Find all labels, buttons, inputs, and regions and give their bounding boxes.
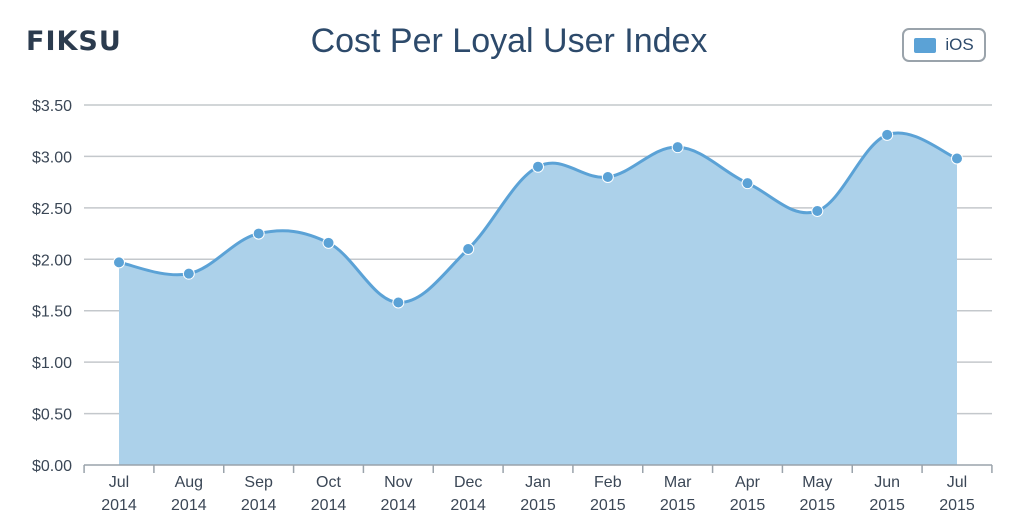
data-point[interactable]	[741, 177, 754, 190]
x-tick-label-year: 2015	[660, 497, 696, 514]
y-tick-label: $2.50	[32, 201, 72, 218]
x-tick-label-month: Feb	[594, 474, 622, 491]
x-tick-label-month: Nov	[384, 474, 412, 491]
x-tick-label-month: Apr	[735, 474, 761, 491]
data-point[interactable]	[113, 256, 125, 269]
x-tick-label-year: 2014	[101, 497, 137, 514]
x-tick-label-month: Dec	[454, 474, 482, 491]
data-point[interactable]	[462, 243, 475, 255]
legend-swatch-ios	[914, 37, 937, 53]
y-tick-label: $0.50	[32, 407, 72, 424]
x-tick-label-year: 2015	[730, 497, 766, 514]
y-tick-label: $2.00	[32, 252, 72, 269]
y-tick-label: $1.00	[32, 355, 72, 372]
x-tick-label-year: 2015	[800, 497, 836, 514]
data-point[interactable]	[951, 152, 963, 165]
data-point[interactable]	[881, 128, 894, 141]
data-point[interactable]	[671, 141, 684, 154]
x-tick-label-month: Jan	[525, 474, 551, 491]
data-point[interactable]	[601, 171, 614, 183]
data-point[interactable]	[182, 267, 195, 280]
x-tick-label-year: 2014	[381, 497, 417, 514]
x-tick-label-month: Jul	[109, 474, 129, 491]
data-point[interactable]	[322, 236, 335, 249]
x-tick-label-month: Mar	[664, 474, 692, 491]
x-tick-label-year: 2014	[450, 497, 486, 514]
x-tick-label-month: May	[802, 474, 832, 491]
x-tick-label-year: 2015	[939, 497, 975, 514]
legend-label-ios: iOS	[945, 35, 974, 54]
chart-title: Cost Per Loyal User Index	[310, 22, 708, 60]
data-point[interactable]	[252, 227, 265, 240]
x-tick-label-month: Jul	[947, 474, 967, 491]
series-area-ios	[119, 132, 957, 465]
x-tick-label-year: 2015	[520, 497, 556, 514]
data-point[interactable]	[532, 160, 544, 173]
x-tick-label-year: 2014	[241, 497, 277, 514]
data-point[interactable]	[392, 296, 405, 309]
legend[interactable]: iOS	[902, 28, 986, 62]
data-point[interactable]	[811, 204, 824, 217]
y-tick-label: $1.50	[32, 304, 72, 321]
x-tick-label-month: Oct	[316, 474, 341, 491]
fiksu-logo: FIKSU	[26, 26, 122, 57]
y-tick-label: $3.50	[32, 98, 72, 115]
x-tick-label-month: Jun	[874, 474, 900, 491]
x-tick-label-year: 2014	[171, 497, 207, 514]
x-tick-label-year: 2015	[590, 497, 626, 514]
x-tick-label-year: 2014	[311, 497, 347, 514]
x-tick-label-month: Aug	[175, 474, 203, 491]
y-tick-label: $3.00	[32, 149, 72, 166]
x-tick-label-year: 2015	[869, 497, 905, 514]
x-tick-label-month: Sep	[244, 474, 273, 491]
y-tick-label: $0.00	[32, 458, 72, 475]
